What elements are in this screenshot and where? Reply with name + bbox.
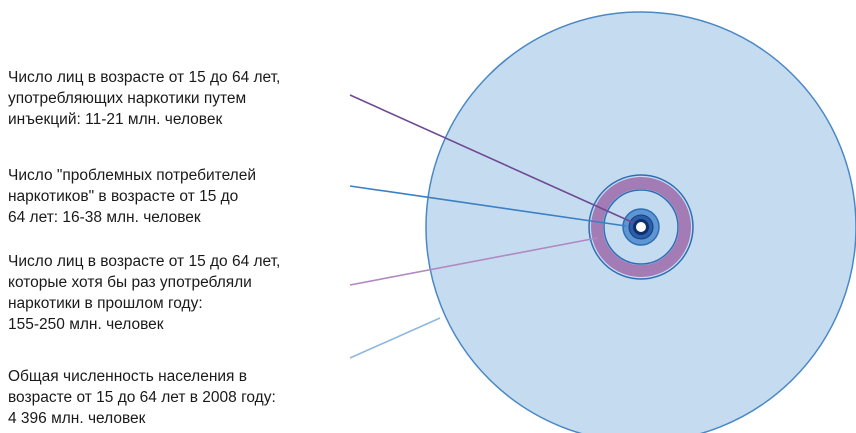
label-problem-drug-users: Число "проблемных потребителей наркотико…: [8, 167, 257, 226]
annual-users-ring: [591, 177, 691, 277]
label-annual-drug-users: Число лиц в возрасте от 15 до 64 лет, ко…: [8, 253, 281, 333]
label-total-population: Общая численность населения в возрасте о…: [8, 368, 276, 427]
leader-line-problem: [349, 185, 627, 227]
idu-core-highlight: [636, 222, 646, 232]
leader-line-population: [349, 317, 441, 359]
leader-line-injecting: [349, 94, 635, 224]
label-injecting-drug-users: Число лиц в возрасте от 15 до 64 лет, уп…: [8, 69, 281, 128]
leader-line-annual: [349, 237, 598, 286]
